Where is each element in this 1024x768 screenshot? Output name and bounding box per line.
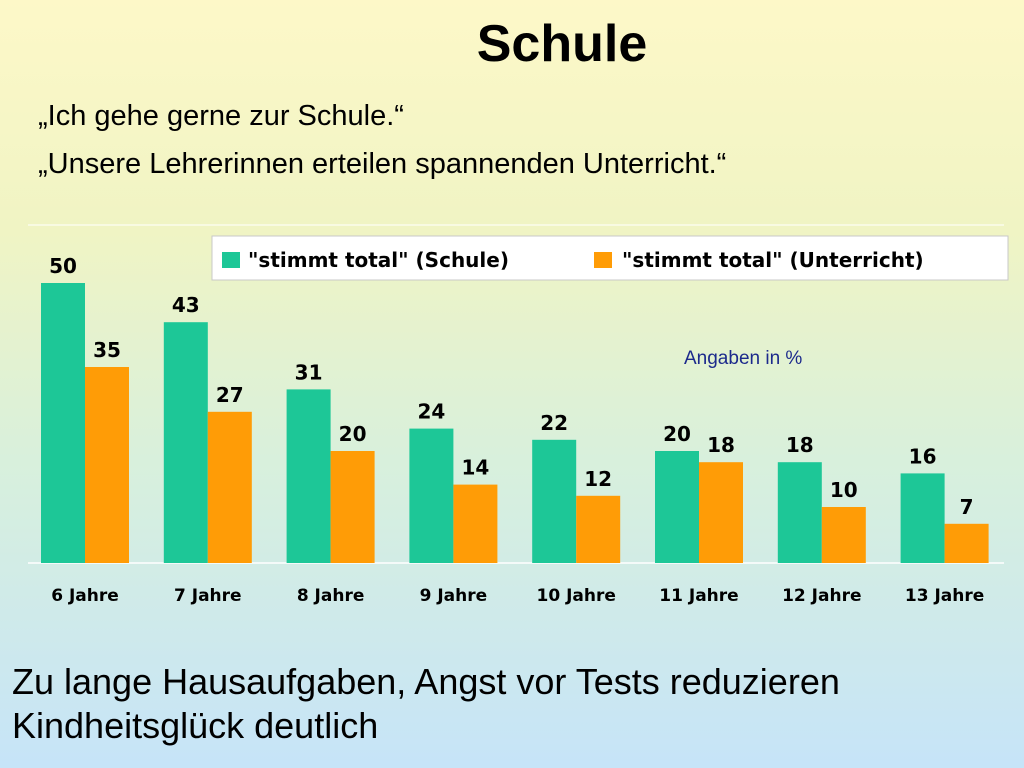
bar-school-5	[532, 439, 577, 563]
bar-teaching-1	[85, 367, 129, 563]
bars-group	[41, 283, 989, 563]
bar-school-2	[163, 322, 208, 563]
legend-label-teaching: "stimmt total" (Unterricht)	[622, 248, 924, 272]
x-tick-label-4: 9 Jahre	[420, 586, 488, 606]
x-tick-labels-group: 6 Jahre 7 Jahre 8 Jahre 9 Jahre 10 Jahre 11 J…	[51, 586, 984, 606]
x-tick-label-5: 10 Jahre	[537, 586, 616, 606]
quote-teaching: „Unsere Lehrerinnen erteilen spannenden …	[38, 148, 727, 180]
legend: "stimmt total" (Schule) "stimmt total" (…	[211, 235, 1009, 281]
data-label-teaching-3: 20	[339, 422, 367, 446]
bar-school-4	[409, 428, 454, 563]
legend-swatch-teaching	[594, 252, 612, 268]
data-label-teaching-2: 27	[216, 383, 244, 407]
bar-school-6	[655, 451, 699, 563]
data-label-teaching-8: 7	[960, 495, 974, 519]
data-label-teaching-5: 12	[584, 467, 612, 491]
legend-swatch-school	[222, 252, 240, 268]
data-label-school-4: 24	[417, 400, 445, 424]
data-labels-group: 50 35 43 27 31 20 24 14 22 12 20 18 18 10 16 7	[49, 254, 973, 519]
data-label-school-6: 20	[663, 422, 691, 446]
bar-teaching-3	[330, 451, 375, 563]
bar-teaching-6	[699, 462, 743, 563]
quote-school: „Ich gehe gerne zur Schule.“	[38, 100, 404, 132]
x-tick-label-1: 6 Jahre	[51, 586, 119, 606]
x-tick-label-7: 12 Jahre	[782, 586, 861, 606]
bar-teaching-8	[944, 523, 989, 563]
bar-school-3	[286, 389, 331, 563]
data-label-school-3: 31	[295, 360, 323, 384]
data-label-school-8: 16	[909, 444, 937, 468]
x-tick-label-3: 8 Jahre	[297, 586, 365, 606]
slide-title: Schule	[476, 15, 648, 73]
x-tick-label-8: 13 Jahre	[905, 586, 984, 606]
bar-school-1	[41, 283, 85, 563]
bar-school-7	[777, 462, 822, 563]
bar-teaching-4	[453, 484, 498, 563]
x-tick-label-6: 11 Jahre	[659, 586, 738, 606]
data-label-teaching-7: 10	[830, 478, 858, 502]
data-label-teaching-1: 35	[93, 338, 121, 362]
x-tick-label-2: 7 Jahre	[174, 586, 242, 606]
data-label-school-2: 43	[172, 293, 200, 317]
units-annotation: Angaben in %	[684, 348, 802, 369]
bar-teaching-2	[207, 411, 252, 563]
data-label-teaching-4: 14	[461, 456, 489, 480]
bar-school-8	[900, 473, 945, 563]
bar-teaching-5	[576, 495, 621, 563]
data-label-teaching-6: 18	[707, 433, 735, 457]
data-label-school-1: 50	[49, 254, 77, 278]
legend-label-school: "stimmt total" (Schule)	[248, 248, 509, 272]
data-label-school-5: 22	[540, 411, 568, 435]
data-label-school-7: 18	[786, 433, 814, 457]
footer-conclusion: Zu lange Hausaufgaben, Angst vor Tests r…	[12, 661, 840, 746]
bar-teaching-7	[821, 507, 866, 563]
